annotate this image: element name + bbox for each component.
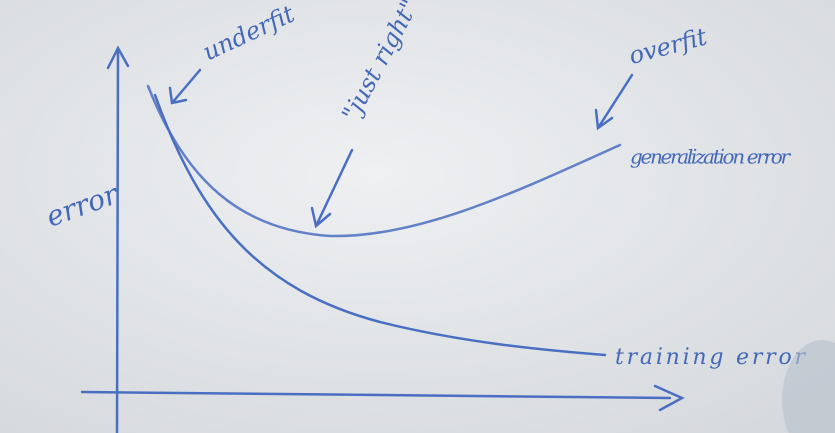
training-label: training error: [615, 345, 806, 370]
y-axis: [106, 45, 130, 433]
underfit-arrow: [168, 68, 202, 105]
training-curve: [153, 93, 607, 357]
sketch-lines: [80, 45, 685, 433]
generalization-curve: [146, 84, 622, 238]
just-right-arrow: [310, 148, 354, 229]
generalization-label: generalization error: [630, 145, 791, 169]
overfit-arrow: [594, 73, 634, 131]
hand-blur: [782, 340, 835, 433]
x-axis: [80, 384, 685, 412]
